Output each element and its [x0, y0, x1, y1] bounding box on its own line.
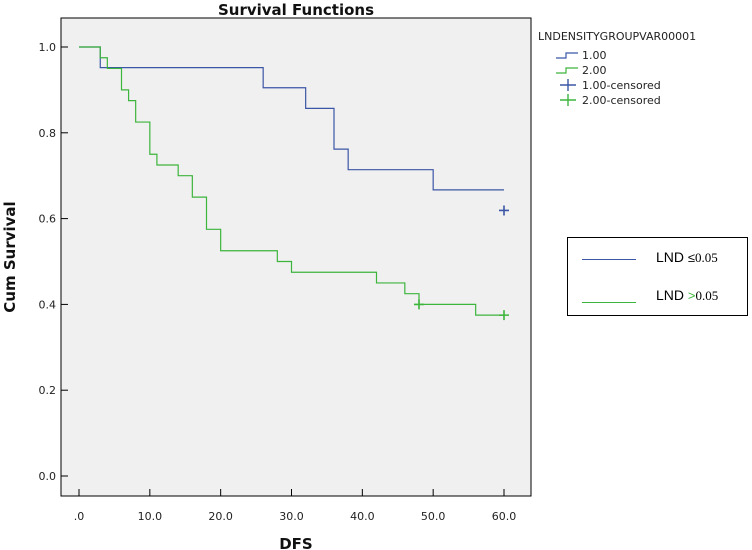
censor-mark-2: [499, 310, 509, 321]
annotation-value-low: 0.05: [695, 250, 718, 265]
x-axis-title: DFS: [279, 535, 313, 550]
x-tick-label: 50.0: [421, 510, 446, 523]
legend-swatch-cross: [560, 94, 576, 106]
annotation-text-low: LND: [656, 249, 688, 265]
annotation-row-high: LND >0.05: [568, 286, 747, 306]
legend-swatch-line: [556, 52, 578, 59]
legend-swatch-cross: [560, 79, 576, 91]
annotation-operator-low: ≤: [687, 250, 696, 265]
y-tick-label: 0.0: [39, 470, 57, 483]
annotation-label-low: LND ≤0.05: [656, 249, 718, 266]
annotation-label-high: LND >0.05: [656, 287, 718, 304]
legend-label: 2.00-censored: [582, 94, 661, 107]
censor-mark-1: [499, 205, 509, 216]
annotation-line-high: [582, 302, 636, 303]
annotation-line-low: [582, 259, 636, 260]
x-tick-label: 10.0: [138, 510, 163, 523]
x-tick-label: 30.0: [279, 510, 304, 523]
censor-mark-2: [414, 299, 424, 310]
legend-label: 2.00: [582, 64, 607, 77]
group-annotation-box: LND ≤0.05 LND >0.05: [567, 237, 748, 316]
x-tick-label: 60.0: [492, 510, 517, 523]
legend-title: LNDENSITYGROUPVAR00001: [538, 30, 696, 43]
legend-label: 1.00: [582, 49, 607, 62]
y-tick-label: 0.6: [39, 213, 57, 226]
chart-title: Survival Functions: [218, 1, 374, 19]
annotation-operator-high: >: [687, 288, 696, 303]
y-tick-label: 0.8: [39, 127, 57, 140]
x-tick-label: 20.0: [208, 510, 233, 523]
series-line-1: [79, 46, 504, 191]
y-tick-label: 0.4: [39, 298, 57, 311]
annotation-text-high: LND: [656, 287, 688, 303]
plot-area: [60, 17, 532, 497]
annotation-value-high: 0.05: [695, 288, 719, 303]
y-axis-title: Cum Survival: [1, 201, 19, 312]
x-tick-label: .0: [74, 510, 85, 523]
legend-label: 1.00-censored: [582, 79, 661, 92]
series-line-2: [79, 46, 504, 316]
legend-swatch-line: [556, 67, 578, 74]
y-tick-label: 0.2: [39, 384, 57, 397]
x-tick-label: 40.0: [350, 510, 375, 523]
annotation-row-low: LND ≤0.05: [568, 248, 747, 268]
y-tick-label: 1.0: [39, 41, 57, 54]
